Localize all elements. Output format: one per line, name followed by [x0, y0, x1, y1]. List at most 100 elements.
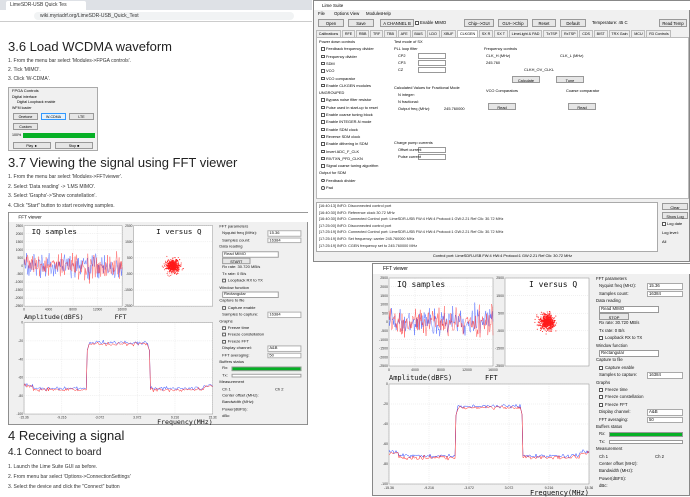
group-label: Capture to file: [219, 298, 245, 303]
menu-item[interactable]: File: [318, 11, 325, 16]
menu-item[interactable]: Options: [334, 11, 349, 16]
tab[interactable]: TRF: [370, 30, 383, 37]
checkbox[interactable]: [599, 336, 603, 341]
toolbar-button[interactable]: A CHANNEL B: [380, 19, 414, 27]
action-button[interactable]: Calculate: [512, 75, 540, 83]
constellation-point: [551, 326, 553, 329]
tab[interactable]: TRX Gain: [608, 30, 631, 37]
toolbar-button[interactable]: Default: [560, 19, 586, 27]
iq-trace: [23, 251, 123, 284]
tab[interactable]: Calibrations: [316, 30, 342, 37]
checkbox[interactable]: [321, 98, 325, 102]
tab[interactable]: XBUF: [440, 30, 457, 37]
checkbox[interactable]: [222, 305, 226, 310]
dropdown[interactable]: [418, 53, 446, 59]
fpga-button[interactable]: Play ►: [13, 142, 51, 149]
checkbox[interactable]: [222, 326, 226, 330]
toolbar-button[interactable]: Chip-->GUI: [464, 19, 494, 27]
checkbox[interactable]: [321, 113, 325, 117]
dropdown[interactable]: [418, 67, 446, 73]
tab[interactable]: RFE: [342, 30, 356, 37]
checkbox[interactable]: [321, 164, 325, 168]
checkbox[interactable]: [321, 156, 325, 161]
fpga-button[interactable]: Onetone: [13, 113, 38, 120]
checkbox[interactable]: [321, 142, 325, 146]
radio[interactable]: [321, 186, 325, 190]
field-label: Display channel:: [222, 345, 252, 351]
checkbox[interactable]: [599, 365, 603, 370]
tab[interactable]: TxTSP: [543, 30, 561, 37]
field-label: Capture enable: [227, 305, 256, 310]
menu-item[interactable]: Help: [382, 11, 391, 16]
checkbox[interactable]: [321, 149, 325, 153]
toolbar-button[interactable]: Save: [348, 19, 374, 27]
constellation-point: [554, 325, 556, 327]
constellation-point: [551, 324, 553, 326]
checkbox[interactable]: [321, 47, 325, 51]
dropdown[interactable]: [599, 350, 659, 357]
tab[interactable]: R3 Controls: [646, 30, 672, 37]
checkbox[interactable]: [321, 69, 325, 73]
tab[interactable]: LimeLight & PAD: [508, 30, 543, 37]
fpga-button[interactable]: Stop ■: [55, 142, 93, 149]
constellation-point: [172, 270, 174, 272]
dropdown[interactable]: [418, 60, 446, 66]
y-tick-label: 500: [498, 311, 504, 315]
checkbox[interactable]: [321, 83, 325, 88]
tab[interactable]: BIST: [593, 30, 608, 37]
tab[interactable]: CDS: [579, 30, 593, 37]
checkbox[interactable]: [321, 134, 325, 139]
checkbox[interactable]: [222, 333, 226, 337]
toolbar-button[interactable]: Read Temp: [659, 19, 687, 27]
dropdown[interactable]: [599, 305, 659, 313]
start-stop-button[interactable]: STOP: [599, 313, 629, 320]
checkbox[interactable]: [662, 222, 666, 226]
tab[interactable]: LDO: [426, 30, 440, 37]
checkbox[interactable]: [321, 61, 325, 66]
url-field: [34, 12, 294, 20]
checkbox[interactable]: [599, 395, 603, 400]
checkbox[interactable]: [321, 127, 325, 132]
log-option[interactable]: All: [662, 239, 667, 244]
toolbar-button[interactable]: GUI-->Chip: [498, 19, 528, 27]
fpga-button[interactable]: LTE: [69, 113, 94, 120]
tab[interactable]: AFE: [397, 30, 411, 37]
checkbox[interactable]: [321, 76, 325, 80]
tab[interactable]: RBB: [356, 30, 370, 37]
checkbox[interactable]: [599, 402, 603, 407]
constellation-point: [165, 267, 167, 269]
checkbox[interactable]: [321, 105, 325, 110]
tab[interactable]: BIAS: [411, 30, 426, 37]
checkbox[interactable]: [321, 54, 325, 59]
dropdown[interactable]: [418, 154, 446, 160]
radio[interactable]: [321, 178, 325, 183]
toolbar-button[interactable]: Reset: [532, 19, 556, 27]
tab[interactable]: SX T: [494, 30, 508, 37]
start-stop-button[interactable]: START: [222, 257, 251, 265]
tab[interactable]: CLKGEN: [457, 30, 478, 37]
menu-item[interactable]: View: [350, 11, 360, 16]
action-button[interactable]: Tune: [556, 75, 584, 83]
tab[interactable]: SX R: [478, 30, 494, 37]
tab[interactable]: TBB: [384, 30, 397, 37]
checkbox[interactable]: [222, 278, 226, 283]
toolbar-button[interactable]: Open: [318, 19, 344, 27]
log-button[interactable]: Show Log: [662, 211, 688, 219]
checkbox[interactable]: [599, 388, 603, 392]
checkbox[interactable]: [415, 21, 419, 25]
dropdown[interactable]: [222, 250, 279, 258]
dropdown[interactable]: [418, 147, 446, 153]
fpga-button[interactable]: W-CDMA: [41, 113, 66, 120]
dropdown[interactable]: [222, 291, 279, 298]
y-tick-label: -20: [18, 339, 23, 343]
action-button[interactable]: Read: [488, 102, 516, 110]
action-button[interactable]: Read: [568, 102, 596, 110]
log-button[interactable]: Clear: [662, 202, 688, 210]
checkbox[interactable]: [222, 339, 226, 344]
checkbox[interactable]: [321, 120, 325, 124]
menu-item[interactable]: Modules: [366, 11, 383, 16]
field-label: Rx rate: 30.720 MB/s: [222, 264, 261, 270]
fpga-button[interactable]: Custom: [13, 123, 38, 130]
tab[interactable]: MCU: [631, 30, 646, 37]
tab[interactable]: RxTSP: [561, 30, 579, 37]
